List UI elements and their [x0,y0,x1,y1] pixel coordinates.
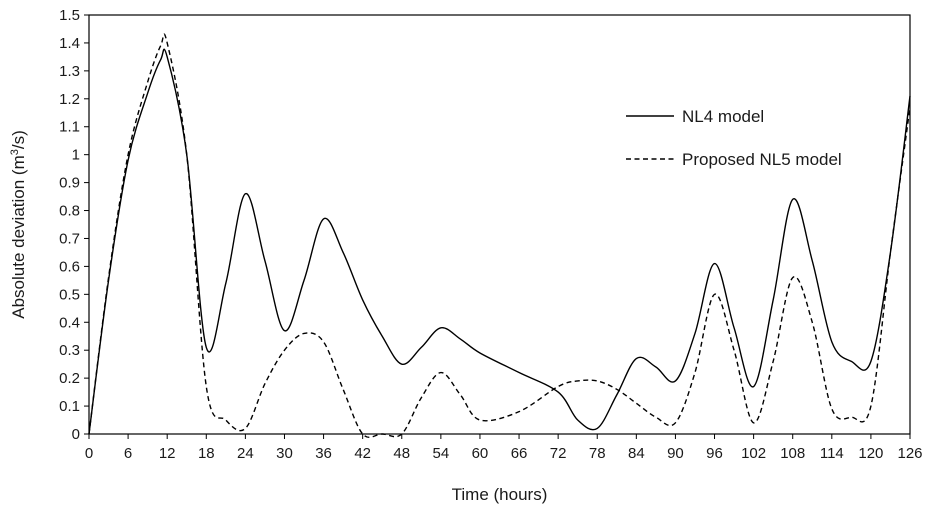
y-tick-label: 0.9 [59,175,80,192]
x-axis-label: Time (hours) [452,485,548,504]
legend: NL4 model Proposed NL5 model [626,107,842,169]
y-tick-label: 1.2 [59,91,80,108]
x-tick-label: 30 [276,445,293,462]
x-tick-label: 78 [589,445,606,462]
x-tick-label: 126 [897,445,922,462]
x-tick-label: 72 [550,445,567,462]
x-tick-label: 54 [433,445,450,462]
series-line-nl5 [88,33,911,438]
x-tick-label: 90 [667,445,684,462]
x-axis-ticks: 0 6 12 18 24 30 36 42 48 54 60 66 72 78 84 90 96 102 108 11… [85,434,923,462]
series-line-nl4 [88,48,911,435]
x-tick-label: 120 [858,445,883,462]
y-tick-label: 0.6 [59,258,80,275]
y-tick-label: 1.3 [59,63,80,80]
x-tick-label: 0 [85,445,93,462]
x-tick-label: 36 [315,445,332,462]
legend-label-nl5: Proposed NL5 model [682,150,842,169]
y-axis-label-sup: 3 [9,149,21,155]
x-tick-label: 6 [124,445,132,462]
series-layer [88,33,911,438]
y-tick-label: 1.5 [59,7,80,24]
x-tick-label: 84 [628,445,645,462]
y-tick-label: 0.8 [59,203,80,220]
x-tick-label: 114 [820,445,844,462]
x-tick-label: 102 [741,445,766,462]
y-axis-ticks: 0 0.1 0.2 0.3 0.4 0.5 0.6 0.7 0.8 0.9 1 1.1 1.2 1.3 1.… [59,7,89,443]
x-tick-label: 24 [237,445,254,462]
y-tick-label: 0.1 [59,398,80,415]
x-tick-label: 60 [472,445,489,462]
y-tick-label: 0.5 [59,286,80,303]
x-tick-label: 66 [511,445,528,462]
y-tick-label: 0.2 [59,370,80,387]
x-tick-label: 12 [159,445,176,462]
y-axis-label-suffix: /s) [9,130,28,149]
y-tick-label: 0.3 [59,342,80,359]
x-tick-label: 18 [198,445,215,462]
y-axis-label-prefix: Absolute deviation (m [9,155,28,318]
x-tick-label: 96 [706,445,723,462]
x-tick-label: 42 [354,445,371,462]
y-tick-label: 0 [72,426,80,443]
y-tick-label: 1.4 [59,35,80,52]
x-tick-label: 108 [780,445,805,462]
y-axis-label: Absolute deviation (m3/s) [9,130,28,319]
y-tick-label: 0.4 [59,314,80,331]
y-tick-label: 1 [72,147,80,164]
x-tick-label: 48 [393,445,410,462]
y-tick-label: 0.7 [59,230,80,247]
legend-label-nl4: NL4 model [682,107,764,126]
y-tick-label: 1.1 [59,119,80,136]
plot-area [88,14,911,435]
